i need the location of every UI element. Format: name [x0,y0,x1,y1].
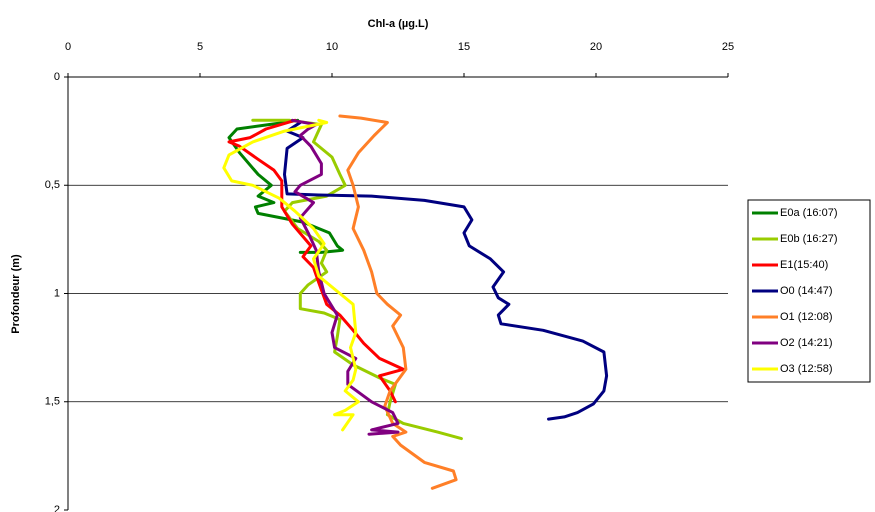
x-tick-label: 5 [197,41,203,53]
legend-label: O3 (12:58) [780,363,833,375]
x-tick-label: 25 [722,41,734,53]
legend-label: O0 (14:47) [780,285,833,297]
series-line [283,121,609,421]
x-tick-label: 15 [458,41,470,53]
legend-label: O1 (12:08) [780,311,833,323]
y-axis-title: Profondeur (m) [10,254,22,334]
series-line [227,118,405,404]
series-line [227,118,345,254]
x-tick-label: 0 [65,41,71,53]
legend-label: O2 (14:21) [780,337,833,349]
y-tick-label: 1 [54,287,60,299]
x-tick-label: 10 [326,41,338,53]
y-tick-label: 0,5 [45,179,60,191]
legend-label: E0a (16:07) [780,207,837,219]
x-axis-title: Chl-a (µg.L) [368,18,429,30]
series-line [290,118,400,436]
y-tick-label: 1,5 [45,396,60,408]
series-line [338,114,458,490]
y-tick-label: 0 [54,71,60,83]
x-tick-label: 20 [590,41,602,53]
legend-label: E1(15:40) [780,259,828,271]
y-tick-label: 2 [54,504,60,512]
series-line [222,118,360,432]
legend-label: E0b (16:27) [780,233,837,245]
